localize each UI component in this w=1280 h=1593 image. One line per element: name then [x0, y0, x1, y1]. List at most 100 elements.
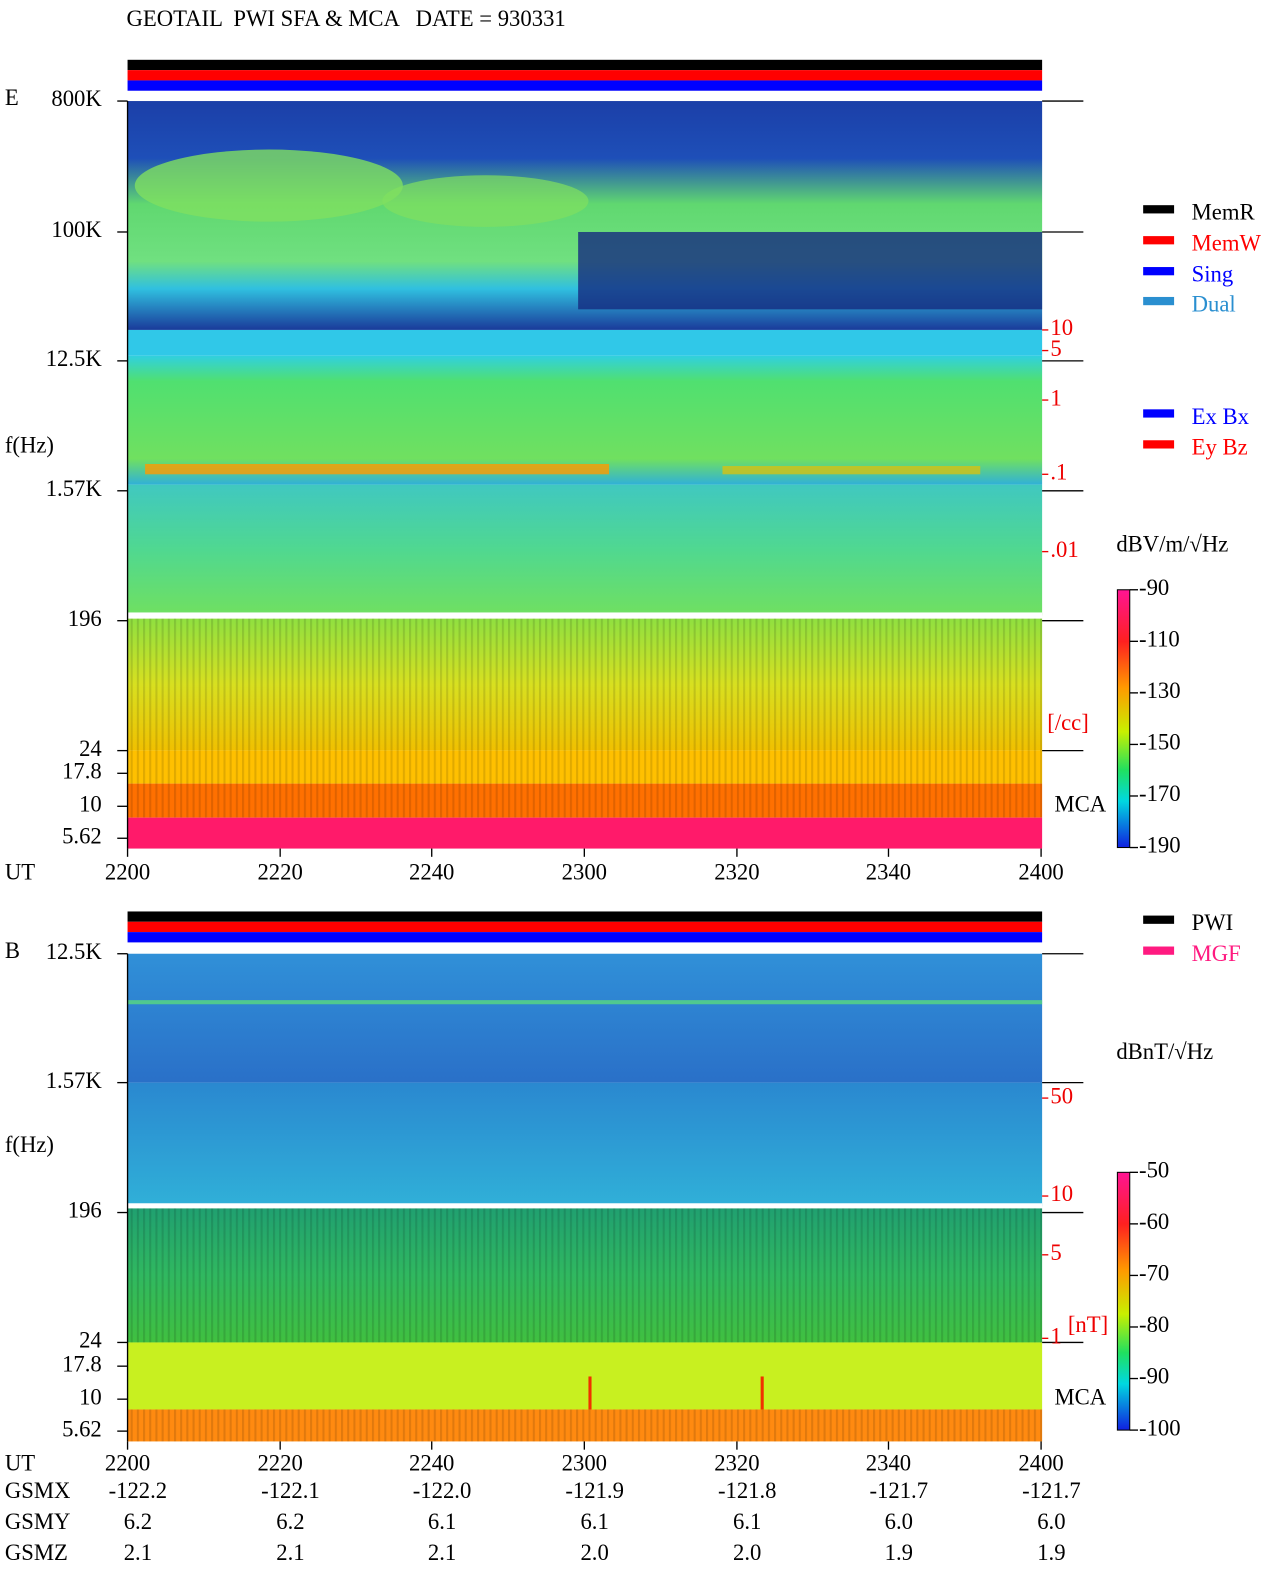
- band: [127, 355, 1043, 485]
- density-line: [127, 612, 1043, 617]
- orbit-value: 2.0: [580, 1540, 608, 1565]
- x-tick-label: 2200: [105, 1450, 150, 1475]
- y-axis-label: f(Hz): [5, 1132, 54, 1157]
- colorbar-tick-label: -130: [1139, 678, 1181, 703]
- density-tick-label: 10: [1050, 1181, 1073, 1206]
- y-tick-label: 5.62: [62, 823, 102, 848]
- legend-swatch: [1143, 946, 1175, 955]
- orbit-value: -122.2: [109, 1478, 168, 1503]
- density-tick-label: 5: [1050, 1240, 1061, 1265]
- legend-label: MGF: [1192, 941, 1241, 966]
- x-tick-label: 2240: [409, 860, 454, 885]
- band: [127, 1082, 1043, 1207]
- orbit-value: 2.1: [276, 1540, 304, 1565]
- band: [578, 231, 1043, 310]
- x-tick-label: 2220: [257, 1450, 302, 1475]
- band: [127, 329, 1043, 356]
- x-tick-label: 2400: [1018, 1450, 1063, 1475]
- colorbar-tick-label: -170: [1139, 781, 1181, 806]
- density-tick-label: .1: [1050, 459, 1067, 484]
- band: [127, 1409, 1043, 1442]
- band: [722, 466, 981, 475]
- spectrogram-e: [127, 101, 1043, 849]
- band: [127, 1000, 1043, 1005]
- spectrogram-b: [127, 953, 1043, 1442]
- status-bar: [127, 80, 1043, 91]
- colorbar-title: dBnT/√Hz: [1116, 1039, 1213, 1064]
- mca-label: MCA: [1054, 1384, 1106, 1409]
- legend-label: Sing: [1192, 262, 1234, 287]
- orbit-value: -121.9: [565, 1478, 624, 1503]
- orbit-value: 1.9: [885, 1540, 913, 1565]
- legend-label: Ex Bx: [1192, 404, 1250, 429]
- x-tick-label: 2320: [714, 860, 759, 885]
- band: [127, 618, 1043, 751]
- orbit-value: 6.0: [885, 1509, 913, 1534]
- band: [382, 175, 589, 227]
- y-tick-label: 17.8: [62, 1351, 102, 1376]
- orbit-label: GSMY: [5, 1509, 71, 1534]
- x-tick-label: 2320: [714, 1450, 759, 1475]
- orbit-label: GSMX: [5, 1478, 71, 1503]
- orbit-value: -122.0: [413, 1478, 472, 1503]
- colorbar: [1116, 589, 1131, 849]
- y-axis-label: f(Hz): [5, 433, 54, 458]
- band: [134, 149, 403, 222]
- y-tick-label: 800K: [51, 86, 102, 111]
- orbit-value: 6.2: [124, 1509, 152, 1534]
- density-tick-label: 1: [1050, 1324, 1061, 1349]
- orbit-value: 6.1: [428, 1509, 456, 1534]
- legend-swatch: [1143, 296, 1175, 306]
- y-tick-label: 1.57K: [46, 1068, 103, 1093]
- orbit-value: 6.0: [1037, 1509, 1065, 1534]
- legend-swatch: [1143, 267, 1175, 276]
- x-tick-label: 2240: [409, 1450, 454, 1475]
- orbit-value: -121.7: [870, 1478, 929, 1503]
- colorbar-tick-label: -80: [1139, 1312, 1169, 1337]
- colorbar-tick-label: -60: [1139, 1209, 1169, 1234]
- y-tick-label: 100K: [51, 217, 102, 242]
- status-bar: [127, 921, 1043, 933]
- y-tick-label: 5.62: [62, 1416, 102, 1441]
- density-tick-label: 10: [1050, 315, 1073, 340]
- x-tick-label: 2200: [105, 860, 150, 885]
- orbit-value: -121.7: [1022, 1478, 1081, 1503]
- orbit-value: 2.1: [428, 1540, 456, 1565]
- density-tick-label: 5: [1050, 336, 1061, 361]
- legend-swatch: [1143, 440, 1175, 449]
- legend-label: MemR: [1192, 200, 1256, 225]
- panel-label: E: [5, 85, 19, 110]
- y-tick-label: 12.5K: [46, 346, 103, 371]
- colorbar: [1116, 1171, 1131, 1431]
- orbit-value: 6.1: [733, 1509, 761, 1534]
- x-tick-label: 2300: [562, 1450, 607, 1475]
- x-tick-label: 2220: [257, 860, 302, 885]
- colorbar-tick-label: -50: [1139, 1158, 1169, 1183]
- status-bar: [127, 59, 1043, 71]
- y-tick-label: 17.8: [62, 759, 102, 784]
- band: [145, 463, 610, 475]
- band: [127, 953, 1043, 1083]
- band: [588, 1376, 592, 1410]
- mca-label: MCA: [1054, 791, 1106, 816]
- colorbar-tick-label: -190: [1139, 833, 1181, 858]
- x-tick-label: 2340: [866, 860, 911, 885]
- colorbar-tick-label: -100: [1139, 1415, 1181, 1440]
- x-tick-label: 2300: [562, 860, 607, 885]
- legend-label: PWI: [1192, 910, 1234, 935]
- density-unit: [/cc]: [1047, 710, 1089, 735]
- band: [760, 1376, 764, 1410]
- orbit-value: 2.1: [124, 1540, 152, 1565]
- y-tick-label: 196: [68, 606, 102, 631]
- orbit-label: GSMZ: [5, 1540, 68, 1565]
- orbit-value: -121.8: [718, 1478, 777, 1503]
- y-tick-label: 24: [79, 736, 102, 761]
- colorbar-title: dBV/m/√Hz: [1116, 532, 1228, 557]
- orbit-value: 6.2: [276, 1509, 304, 1534]
- orbit-value: 1.9: [1037, 1540, 1065, 1565]
- legend-swatch: [1143, 409, 1175, 418]
- y-tick-label: 1.57K: [46, 476, 103, 501]
- band: [127, 750, 1043, 818]
- y-tick-label: 10: [79, 1384, 102, 1409]
- legend-swatch: [1143, 205, 1175, 214]
